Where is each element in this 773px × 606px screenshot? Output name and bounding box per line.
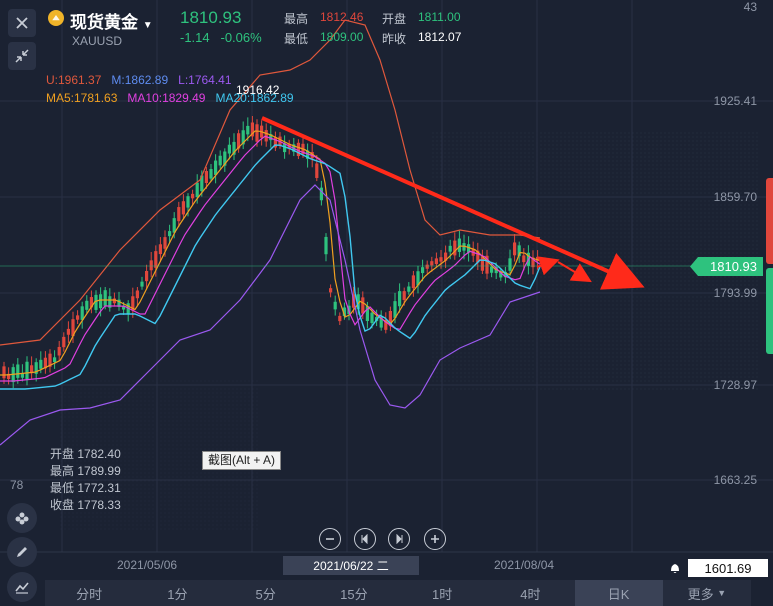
y-tick: 1925.41 bbox=[713, 94, 757, 108]
bell-icon[interactable] bbox=[668, 561, 682, 580]
tab-6[interactable]: 4时 bbox=[520, 586, 541, 602]
ma-legend: MA5:1781.63 MA10:1829.49 MA20:1862.89 bbox=[46, 91, 294, 105]
tab-5[interactable]: 1时 bbox=[432, 586, 453, 602]
next-button[interactable] bbox=[388, 528, 410, 550]
lowest-price-tag: 1601.69 bbox=[688, 559, 768, 577]
zoom-in-button[interactable] bbox=[424, 528, 446, 550]
draw-tool-button[interactable] bbox=[7, 537, 37, 567]
tab-4[interactable]: 15分 bbox=[340, 586, 368, 602]
indicator-lines bbox=[0, 19, 541, 446]
close-button[interactable] bbox=[8, 9, 36, 37]
zoom-in-icon bbox=[431, 535, 439, 543]
collapse-icon bbox=[15, 49, 29, 63]
ohlc-panel: 开盘 1782.40 最高 1789.99 最低 1772.31 收盘 1778… bbox=[50, 447, 121, 512]
chevron-down-icon: ▼ bbox=[717, 588, 727, 598]
boll-legend: U:1961.37 M:1862.89 L:1764.41 bbox=[46, 73, 232, 87]
zoom-out-icon bbox=[326, 538, 334, 540]
y-tick-partial: 43 bbox=[743, 0, 757, 14]
crosshair-date: 2021/06/22 二 bbox=[283, 556, 419, 575]
prev-close-label: 昨收 bbox=[382, 32, 407, 46]
tab-3[interactable]: 5分 bbox=[255, 586, 276, 602]
tab-2[interactable]: 1分 bbox=[167, 586, 188, 602]
chevron-down-icon: ▼ bbox=[142, 20, 153, 31]
collapse-button[interactable] bbox=[8, 42, 36, 70]
candlestick-tool-button[interactable] bbox=[7, 503, 37, 533]
sell-handle[interactable] bbox=[766, 178, 773, 264]
chart-grid bbox=[0, 0, 773, 552]
y-tick: 1663.25 bbox=[713, 473, 757, 487]
y-tick-partial-left: 78 bbox=[10, 478, 24, 492]
buy-handle[interactable] bbox=[766, 268, 773, 354]
prev-close-value: 1812.07 bbox=[418, 30, 462, 44]
y-tick: 1728.97 bbox=[713, 378, 757, 392]
gold-coin-icon bbox=[48, 10, 64, 26]
x-tick: 2021/05/06 bbox=[117, 558, 178, 572]
prev-icon bbox=[361, 534, 368, 544]
peak-price-label: 1916.42 bbox=[236, 83, 280, 97]
y-tick: 1793.99 bbox=[713, 286, 757, 300]
timeframe-tabs: 分时 1分 5分 15分 1时 4时 日K 更多 ▼ bbox=[45, 580, 751, 606]
zoom-out-button[interactable] bbox=[319, 528, 341, 550]
tab-daily[interactable]: 日K bbox=[574, 580, 663, 606]
low-value: 1809.00 bbox=[320, 30, 364, 44]
x-tick: 2021/08/04 bbox=[494, 558, 555, 572]
prev-button[interactable] bbox=[354, 528, 376, 550]
price-change: -1.14 -0.06% bbox=[180, 30, 262, 45]
instrument-symbol: XAUUSD bbox=[72, 34, 123, 48]
next-icon bbox=[396, 534, 403, 544]
trend-arrow bbox=[261, 116, 645, 290]
indicator-tool-button[interactable] bbox=[7, 572, 37, 602]
open-label: 开盘 bbox=[382, 12, 407, 26]
y-tick: 1859.70 bbox=[713, 190, 757, 204]
last-price: 1810.93 bbox=[180, 8, 242, 27]
current-price-tag: 1810.93 bbox=[690, 257, 763, 276]
tab-more[interactable]: 更多 ▼ bbox=[687, 586, 727, 602]
high-value: 1812.46 bbox=[320, 10, 364, 24]
high-label: 最高 bbox=[284, 12, 309, 26]
open-value: 1811.00 bbox=[418, 10, 461, 24]
low-label: 最低 bbox=[284, 32, 309, 46]
instrument-name[interactable]: 现货黄金 ▼ bbox=[70, 13, 153, 32]
indicator-icon bbox=[15, 582, 29, 594]
pen-icon bbox=[17, 547, 27, 557]
tab-1[interactable]: 分时 bbox=[76, 586, 103, 602]
screenshot-tooltip: 截图(Alt + A) bbox=[202, 451, 282, 470]
close-icon bbox=[16, 17, 28, 29]
candlestick-icon bbox=[15, 512, 29, 525]
